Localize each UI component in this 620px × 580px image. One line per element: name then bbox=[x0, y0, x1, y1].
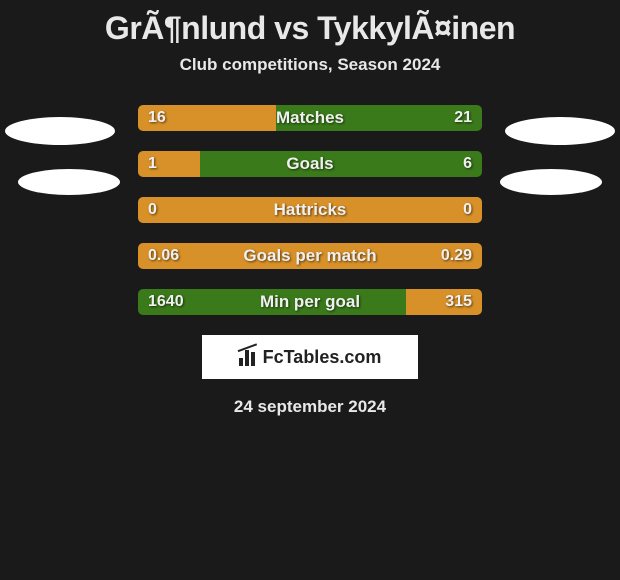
stat-label: Goals per match bbox=[243, 246, 376, 266]
stat-right-value: 0.29 bbox=[441, 247, 472, 265]
stat-row-goals: 1 Goals 6 bbox=[138, 151, 482, 177]
stats-area: 16 Matches 21 1 Goals 6 0 Hattricks 0 0.… bbox=[0, 105, 620, 315]
subtitle: Club competitions, Season 2024 bbox=[0, 55, 620, 75]
stat-row-goals-per-match: 0.06 Goals per match 0.29 bbox=[138, 243, 482, 269]
stat-left-value: 1640 bbox=[148, 293, 184, 311]
player-left-photo-1 bbox=[5, 117, 115, 145]
stat-label: Matches bbox=[276, 108, 344, 128]
stat-row-matches: 16 Matches 21 bbox=[138, 105, 482, 131]
page-title: GrÃ¶nlund vs TykkylÃ¤inen bbox=[0, 10, 620, 47]
stat-right-value: 0 bbox=[463, 201, 472, 219]
player-left-photo-2 bbox=[18, 169, 120, 195]
logo-text: FcTables.com bbox=[239, 347, 382, 368]
player-right-photo-2 bbox=[500, 169, 602, 195]
stat-right-value: 21 bbox=[454, 109, 472, 127]
main-container: GrÃ¶nlund vs TykkylÃ¤inen Club competiti… bbox=[0, 0, 620, 427]
stat-row-min-per-goal: 1640 Min per goal 315 bbox=[138, 289, 482, 315]
player-right-photo-1 bbox=[505, 117, 615, 145]
stat-label: Min per goal bbox=[260, 292, 360, 312]
stat-label: Goals bbox=[286, 154, 333, 174]
logo-label: FcTables.com bbox=[263, 347, 382, 368]
stat-left-value: 16 bbox=[148, 109, 166, 127]
stat-left-value: 1 bbox=[148, 155, 157, 173]
stat-left-value: 0.06 bbox=[148, 247, 179, 265]
stat-row-hattricks: 0 Hattricks 0 bbox=[138, 197, 482, 223]
chart-icon bbox=[239, 348, 259, 366]
stat-left-value: 0 bbox=[148, 201, 157, 219]
stat-right-value: 315 bbox=[445, 293, 472, 311]
fctables-logo[interactable]: FcTables.com bbox=[202, 335, 418, 379]
stat-label: Hattricks bbox=[274, 200, 347, 220]
stat-right-value: 6 bbox=[463, 155, 472, 173]
bars-container: 16 Matches 21 1 Goals 6 0 Hattricks 0 0.… bbox=[138, 105, 482, 315]
date-label: 24 september 2024 bbox=[0, 397, 620, 417]
